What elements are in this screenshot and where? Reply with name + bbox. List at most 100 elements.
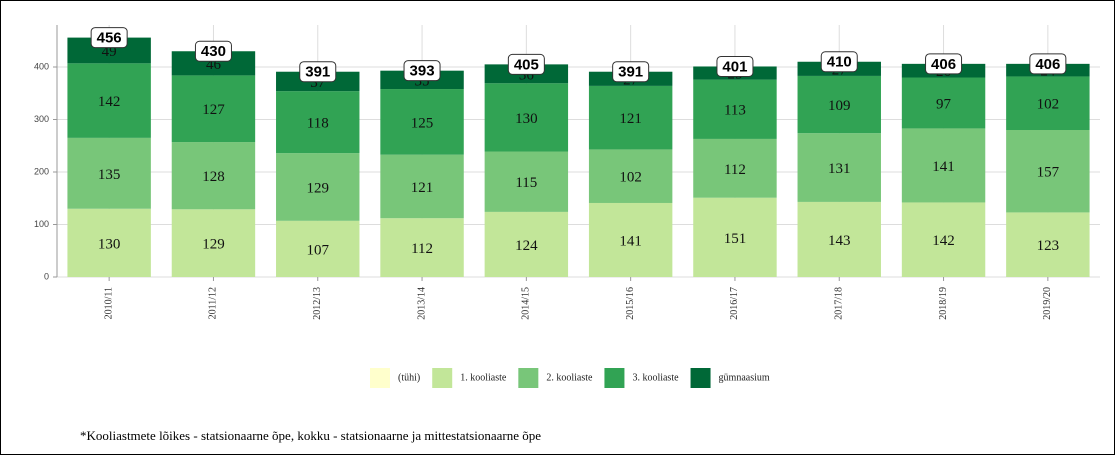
total-label: 410 <box>827 54 852 71</box>
legend-label: (tühi) <box>398 372 420 383</box>
value-label: 129 <box>202 237 225 253</box>
bar-segment <box>693 197 777 277</box>
legend-swatch <box>370 368 390 388</box>
y-tick-label: 300 <box>34 114 49 124</box>
total-label: 391 <box>618 64 643 81</box>
value-label: 125 <box>411 115 434 131</box>
x-tick-label: 2016/17 <box>729 287 740 320</box>
bar-segment <box>484 83 569 152</box>
value-label: 112 <box>411 241 433 257</box>
total-box <box>194 40 232 62</box>
bar-segment <box>67 137 151 209</box>
value-label: 107 <box>307 242 330 258</box>
total-label: 405 <box>514 56 539 73</box>
value-label: 135 <box>98 167 121 183</box>
bar-segment <box>380 154 464 219</box>
value-label: 141 <box>932 159 955 175</box>
x-tick-label: 2012/13 <box>312 287 323 320</box>
value-label: 121 <box>411 180 434 196</box>
bar-segment <box>797 133 881 202</box>
bar-segment <box>67 208 151 277</box>
total-box <box>403 60 441 82</box>
value-label: 115 <box>515 175 537 191</box>
bar-segment <box>1006 76 1090 130</box>
legend-label: 1. kooliaste <box>460 372 507 383</box>
bar-segment <box>588 85 673 150</box>
total-label: 430 <box>201 43 226 60</box>
bar-segment <box>171 75 256 143</box>
x-tick-label: 2013/14 <box>416 287 427 320</box>
total-label: 401 <box>722 58 747 75</box>
bar-segment <box>1006 212 1090 277</box>
value-label: 123 <box>1037 238 1060 254</box>
value-label: 142 <box>98 94 121 110</box>
total-box <box>90 27 128 49</box>
value-label: 121 <box>619 111 642 127</box>
value-label: 112 <box>724 162 746 178</box>
total-box <box>925 53 963 75</box>
bar-segment <box>276 220 360 277</box>
bar-segment <box>901 202 986 277</box>
value-label: 118 <box>307 116 329 132</box>
bar-segment <box>797 75 881 134</box>
bar-segment <box>588 149 673 203</box>
legend-label: 2. kooliaste <box>546 372 593 383</box>
value-label: 131 <box>828 161 851 177</box>
x-tick-label: 2019/20 <box>1042 287 1053 320</box>
x-tick-label: 2015/16 <box>625 287 636 320</box>
y-tick-label: 200 <box>34 166 49 176</box>
value-label: 141 <box>619 233 642 249</box>
total-label: 456 <box>97 30 122 47</box>
bar-segment <box>797 201 881 277</box>
value-label: 130 <box>98 236 121 252</box>
legend-label: 3. kooliaste <box>632 372 679 383</box>
x-tick-label: 2010/11 <box>103 287 114 319</box>
value-label: 130 <box>515 111 538 127</box>
bar-segment <box>901 77 986 129</box>
bar-segment <box>484 211 569 277</box>
bar-segment <box>901 128 986 203</box>
x-tick-label: 2011/12 <box>208 287 219 319</box>
footnote: *Kooliastmete lõikes - statsionaarne õpe… <box>80 428 541 443</box>
x-tick-label: 2014/15 <box>521 287 532 320</box>
total-box <box>507 53 545 75</box>
bar-segment <box>484 151 569 212</box>
bar-segment <box>171 142 256 210</box>
x-tick-label: 2018/19 <box>938 287 949 320</box>
bar-segment <box>276 153 360 221</box>
value-label: 109 <box>828 98 851 114</box>
bar-segment <box>171 209 256 277</box>
value-label: 124 <box>515 238 538 254</box>
value-label: 97 <box>936 96 952 112</box>
value-label: 127 <box>202 102 225 118</box>
bar-segment <box>67 63 151 138</box>
y-tick-label: 0 <box>44 271 49 281</box>
y-tick-label: 100 <box>34 219 49 229</box>
bar-segment <box>380 89 464 155</box>
legend-swatch <box>604 368 625 388</box>
total-label: 406 <box>1035 56 1060 73</box>
value-label: 113 <box>724 103 746 119</box>
value-label: 102 <box>1037 97 1060 113</box>
legend-label: gümnaasium <box>719 372 770 383</box>
total-label: 393 <box>410 63 435 80</box>
total-box <box>612 61 650 83</box>
value-label: 151 <box>724 231 747 247</box>
bar-segment <box>693 79 777 139</box>
bar-segment <box>380 218 464 277</box>
value-label: 129 <box>307 180 330 196</box>
bar-segment <box>276 91 360 154</box>
bar-segment <box>588 202 673 277</box>
legend-swatch <box>432 368 453 388</box>
legend: (tühi) 1. kooliaste 2. kooliaste 3. koolias… <box>370 368 770 388</box>
legend-swatch <box>518 368 539 388</box>
value-label: 128 <box>202 169 225 185</box>
legend-swatch <box>690 368 711 388</box>
total-label: 406 <box>931 56 956 73</box>
total-box <box>820 51 858 73</box>
y-tick-label: 400 <box>34 61 49 71</box>
total-label: 391 <box>305 64 330 81</box>
total-box <box>716 55 754 77</box>
value-label: 157 <box>1037 165 1060 181</box>
